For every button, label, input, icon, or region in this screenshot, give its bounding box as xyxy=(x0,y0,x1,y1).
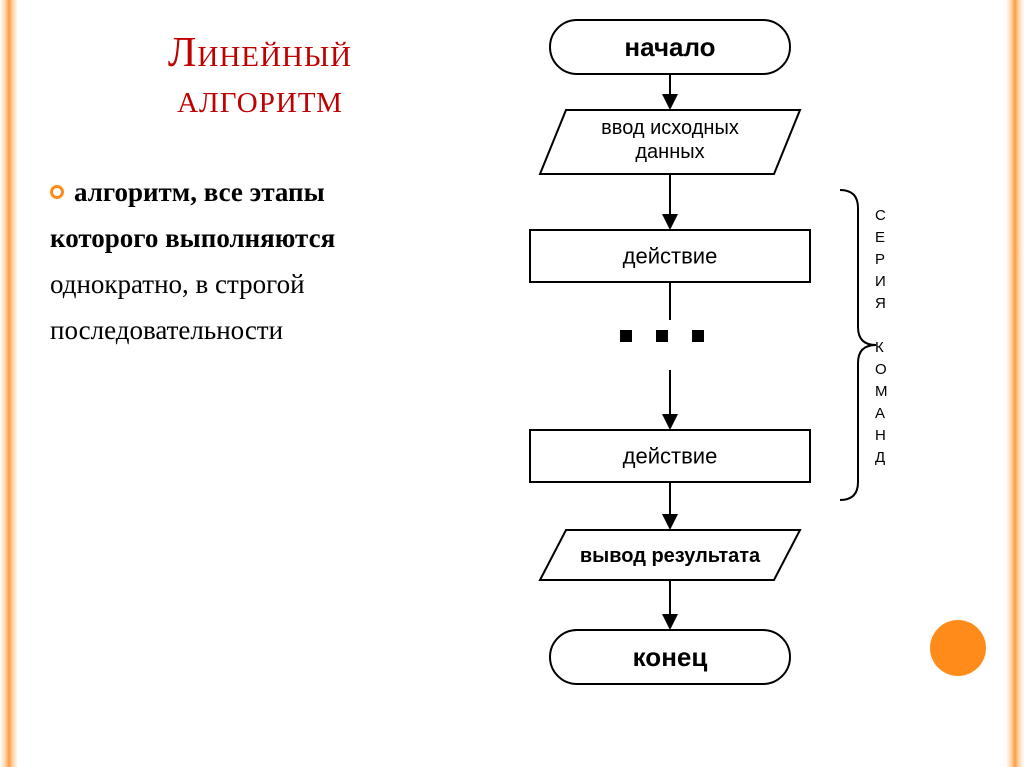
title-line1: Линейный xyxy=(40,30,480,76)
svg-text:действие: действие xyxy=(623,244,718,269)
brace-label: СЕРИЯ КОМАНД xyxy=(875,205,888,469)
body-line3: однократно, в строгой xyxy=(50,262,470,308)
brace-letter: А xyxy=(875,403,888,425)
brace-letter: Р xyxy=(875,249,888,271)
brace-letter: С xyxy=(875,205,888,227)
body-line1: алгоритм, все этапы xyxy=(74,177,325,207)
left-border xyxy=(0,0,18,767)
svg-text:конец: конец xyxy=(633,642,708,672)
svg-text:начало: начало xyxy=(624,32,715,62)
svg-text:действие: действие xyxy=(623,444,718,469)
brace-letter: Е xyxy=(875,227,888,249)
brace-letter: Д xyxy=(875,447,888,469)
brace-letter: И xyxy=(875,271,888,293)
bullet-icon xyxy=(50,185,64,199)
title-line2: алгоритм xyxy=(40,76,480,122)
body-text: алгоритм, все этапы которого выполняются… xyxy=(50,170,470,354)
svg-text:вывод результата: вывод результата xyxy=(580,545,761,567)
right-border xyxy=(1006,0,1024,767)
body-line4: последовательности xyxy=(50,308,470,354)
flowchart: начало ввод исходныхданных действие действи… xyxy=(500,10,900,740)
slide-title: Линейный алгоритм xyxy=(40,30,480,122)
svg-text:ввод исходных: ввод исходных xyxy=(601,117,739,139)
brace-letter: Н xyxy=(875,425,888,447)
slide-frame: Линейный алгоритм алгоритм, все этапы ко… xyxy=(0,0,1024,767)
brace-letter: К xyxy=(875,337,888,359)
brace-letter: О xyxy=(875,359,888,381)
brace-letter: Я xyxy=(875,293,888,315)
orange-dot-icon xyxy=(930,620,986,676)
body-line2: которого выполняются xyxy=(50,216,470,262)
brace-letter: М xyxy=(875,381,888,403)
brace-letter xyxy=(875,315,888,337)
svg-text:данных: данных xyxy=(635,141,704,163)
